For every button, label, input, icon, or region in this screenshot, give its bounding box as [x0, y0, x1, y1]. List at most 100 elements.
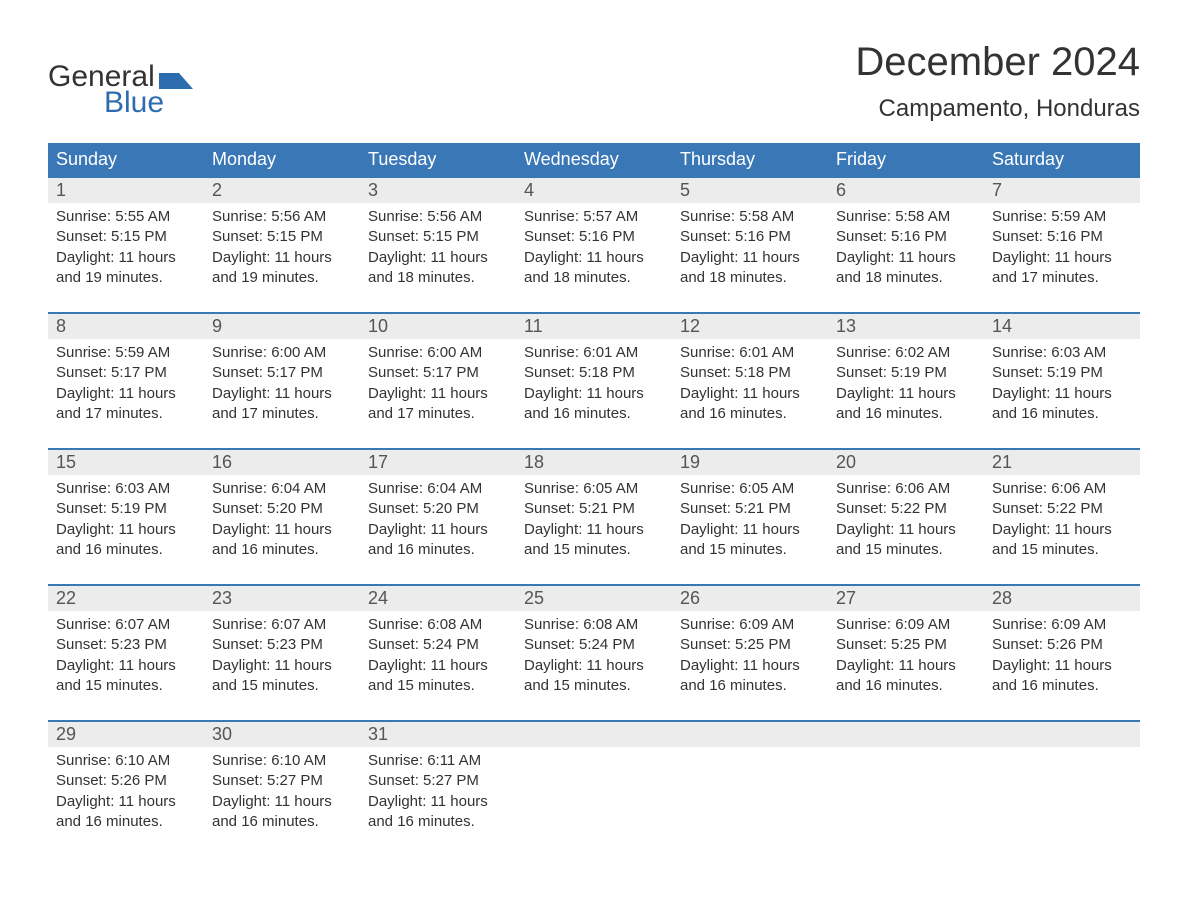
calendar-week: 293031Sunrise: 6:10 AMSunset: 5:26 PMDay…: [48, 720, 1140, 838]
day-number-row: 891011121314: [48, 314, 1140, 339]
sunset-text: Sunset: 5:24 PM: [368, 635, 508, 655]
title-block: December 2024 Campamento, Honduras: [855, 40, 1140, 123]
day-number: 31: [360, 722, 516, 747]
sunset-text: Sunset: 5:25 PM: [836, 635, 976, 655]
day-number-row: 1234567: [48, 178, 1140, 203]
day-number: 29: [48, 722, 204, 747]
sunset-text: Sunset: 5:23 PM: [56, 635, 196, 655]
day-cell: Sunrise: 6:09 AMSunset: 5:25 PMDaylight:…: [672, 611, 828, 702]
sunset-text: Sunset: 5:27 PM: [212, 771, 352, 791]
header-row: General Blue December 2024 Campamento, H…: [48, 40, 1140, 123]
daylight-text: Daylight: 11 hours and 16 minutes.: [524, 384, 664, 425]
day-number: 7: [984, 178, 1140, 203]
sunrise-text: Sunrise: 6:10 AM: [212, 751, 352, 771]
day-cell: Sunrise: 6:04 AMSunset: 5:20 PMDaylight:…: [360, 475, 516, 566]
sunset-text: Sunset: 5:17 PM: [56, 363, 196, 383]
calendar-week: 1234567Sunrise: 5:55 AMSunset: 5:15 PMDa…: [48, 176, 1140, 294]
day-cell: [672, 747, 828, 838]
sunrise-text: Sunrise: 5:58 AM: [836, 207, 976, 227]
sunrise-text: Sunrise: 6:06 AM: [836, 479, 976, 499]
daylight-text: Daylight: 11 hours and 17 minutes.: [56, 384, 196, 425]
sunrise-text: Sunrise: 6:11 AM: [368, 751, 508, 771]
day-number: 11: [516, 314, 672, 339]
daylight-text: Daylight: 11 hours and 15 minutes.: [524, 520, 664, 561]
sunset-text: Sunset: 5:16 PM: [836, 227, 976, 247]
day-cell: Sunrise: 5:59 AMSunset: 5:16 PMDaylight:…: [984, 203, 1140, 294]
day-number: 8: [48, 314, 204, 339]
day-number: 19: [672, 450, 828, 475]
sunrise-text: Sunrise: 6:09 AM: [836, 615, 976, 635]
day-cell: Sunrise: 6:09 AMSunset: 5:26 PMDaylight:…: [984, 611, 1140, 702]
day-cell: Sunrise: 6:10 AMSunset: 5:26 PMDaylight:…: [48, 747, 204, 838]
day-number: 21: [984, 450, 1140, 475]
day-number-row: 293031: [48, 722, 1140, 747]
sunset-text: Sunset: 5:19 PM: [836, 363, 976, 383]
day-cell: Sunrise: 6:09 AMSunset: 5:25 PMDaylight:…: [828, 611, 984, 702]
sunset-text: Sunset: 5:22 PM: [836, 499, 976, 519]
day-cell: Sunrise: 5:58 AMSunset: 5:16 PMDaylight:…: [828, 203, 984, 294]
day-number: 4: [516, 178, 672, 203]
sunset-text: Sunset: 5:20 PM: [212, 499, 352, 519]
sunrise-text: Sunrise: 6:04 AM: [368, 479, 508, 499]
sunrise-text: Sunrise: 5:55 AM: [56, 207, 196, 227]
sunrise-text: Sunrise: 5:56 AM: [212, 207, 352, 227]
daylight-text: Daylight: 11 hours and 19 minutes.: [212, 248, 352, 289]
location-subtitle: Campamento, Honduras: [855, 95, 1140, 123]
day-cell: Sunrise: 6:02 AMSunset: 5:19 PMDaylight:…: [828, 339, 984, 430]
sunset-text: Sunset: 5:22 PM: [992, 499, 1132, 519]
daylight-text: Daylight: 11 hours and 17 minutes.: [992, 248, 1132, 289]
sunset-text: Sunset: 5:17 PM: [212, 363, 352, 383]
day-number: 23: [204, 586, 360, 611]
sunset-text: Sunset: 5:15 PM: [56, 227, 196, 247]
sunrise-text: Sunrise: 6:02 AM: [836, 343, 976, 363]
day-number: 2: [204, 178, 360, 203]
day-cell: Sunrise: 6:04 AMSunset: 5:20 PMDaylight:…: [204, 475, 360, 566]
day-number: 6: [828, 178, 984, 203]
sunset-text: Sunset: 5:21 PM: [680, 499, 820, 519]
day-cell: Sunrise: 6:01 AMSunset: 5:18 PMDaylight:…: [516, 339, 672, 430]
day-number: 25: [516, 586, 672, 611]
day-number: 12: [672, 314, 828, 339]
calendar-week: 15161718192021Sunrise: 6:03 AMSunset: 5:…: [48, 448, 1140, 566]
sunset-text: Sunset: 5:19 PM: [992, 363, 1132, 383]
day-number: 5: [672, 178, 828, 203]
daylight-text: Daylight: 11 hours and 17 minutes.: [212, 384, 352, 425]
sunset-text: Sunset: 5:16 PM: [680, 227, 820, 247]
sunrise-text: Sunrise: 6:01 AM: [524, 343, 664, 363]
sunset-text: Sunset: 5:16 PM: [992, 227, 1132, 247]
weekday-header-cell: Monday: [204, 143, 360, 176]
daylight-text: Daylight: 11 hours and 16 minutes.: [836, 656, 976, 697]
day-cell: Sunrise: 6:05 AMSunset: 5:21 PMDaylight:…: [516, 475, 672, 566]
weekday-header-cell: Thursday: [672, 143, 828, 176]
daylight-text: Daylight: 11 hours and 16 minutes.: [56, 792, 196, 833]
sunset-text: Sunset: 5:16 PM: [524, 227, 664, 247]
sunset-text: Sunset: 5:18 PM: [680, 363, 820, 383]
sunrise-text: Sunrise: 6:07 AM: [212, 615, 352, 635]
calendar: SundayMondayTuesdayWednesdayThursdayFrid…: [48, 143, 1140, 838]
day-cell: Sunrise: 6:07 AMSunset: 5:23 PMDaylight:…: [204, 611, 360, 702]
daylight-text: Daylight: 11 hours and 16 minutes.: [56, 520, 196, 561]
day-number-row: 22232425262728: [48, 586, 1140, 611]
day-cell: Sunrise: 6:01 AMSunset: 5:18 PMDaylight:…: [672, 339, 828, 430]
daylight-text: Daylight: 11 hours and 16 minutes.: [680, 384, 820, 425]
daylight-text: Daylight: 11 hours and 15 minutes.: [680, 520, 820, 561]
day-number: 18: [516, 450, 672, 475]
day-cell: Sunrise: 5:57 AMSunset: 5:16 PMDaylight:…: [516, 203, 672, 294]
day-number: 22: [48, 586, 204, 611]
sunset-text: Sunset: 5:17 PM: [368, 363, 508, 383]
daylight-text: Daylight: 11 hours and 16 minutes.: [212, 792, 352, 833]
brand-word-2: Blue: [104, 86, 193, 120]
day-cell: Sunrise: 6:03 AMSunset: 5:19 PMDaylight:…: [48, 475, 204, 566]
sunset-text: Sunset: 5:15 PM: [212, 227, 352, 247]
day-cell: Sunrise: 6:11 AMSunset: 5:27 PMDaylight:…: [360, 747, 516, 838]
sunrise-text: Sunrise: 6:08 AM: [368, 615, 508, 635]
day-cell: Sunrise: 6:07 AMSunset: 5:23 PMDaylight:…: [48, 611, 204, 702]
day-cell: Sunrise: 6:08 AMSunset: 5:24 PMDaylight:…: [516, 611, 672, 702]
day-number: [984, 722, 1140, 747]
day-cell: Sunrise: 6:00 AMSunset: 5:17 PMDaylight:…: [204, 339, 360, 430]
day-number: 26: [672, 586, 828, 611]
day-number: 28: [984, 586, 1140, 611]
sunrise-text: Sunrise: 5:58 AM: [680, 207, 820, 227]
sunrise-text: Sunrise: 6:00 AM: [368, 343, 508, 363]
sunrise-text: Sunrise: 6:03 AM: [992, 343, 1132, 363]
